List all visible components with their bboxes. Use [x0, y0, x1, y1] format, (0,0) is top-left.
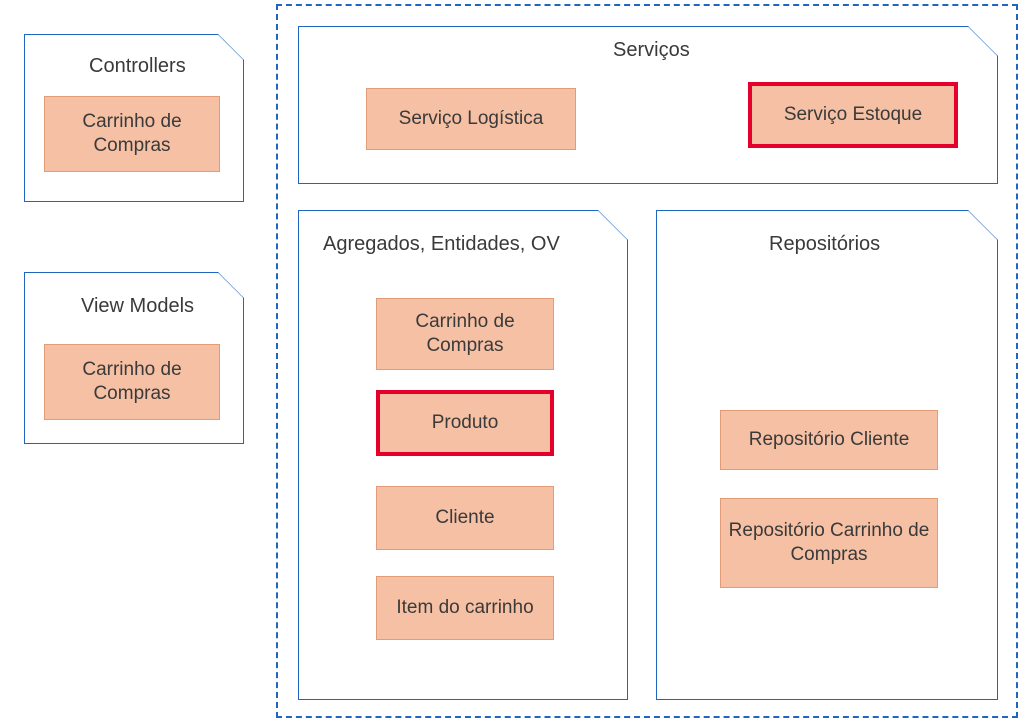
box-vm-carrinho: Carrinho de Compras — [44, 344, 220, 420]
box-ag-produto: Produto — [376, 390, 554, 456]
box-ctrl-carrinho: Carrinho de Compras — [44, 96, 220, 172]
folder-title-controllers: Controllers — [89, 55, 186, 78]
box-repo-cliente: Repositório Cliente — [720, 410, 938, 470]
box-svc-logistica: Serviço Logística — [366, 88, 576, 150]
folder-title-agregados: Agregados, Entidades, OV — [323, 233, 560, 256]
box-ag-item: Item do carrinho — [376, 576, 554, 640]
box-svc-estoque: Serviço Estoque — [748, 82, 958, 148]
folder-corner-icon — [218, 34, 244, 60]
box-ag-cliente: Cliente — [376, 486, 554, 550]
folder-corner-icon — [218, 272, 244, 298]
folder-title-view-models: View Models — [81, 295, 194, 318]
folder-title-servicos: Serviços — [613, 39, 690, 62]
box-ag-carrinho: Carrinho de Compras — [376, 298, 554, 370]
box-repo-carrinho: Repositório Carrinho de Compras — [720, 498, 938, 588]
folder-title-repositorios: Repositórios — [769, 233, 880, 256]
